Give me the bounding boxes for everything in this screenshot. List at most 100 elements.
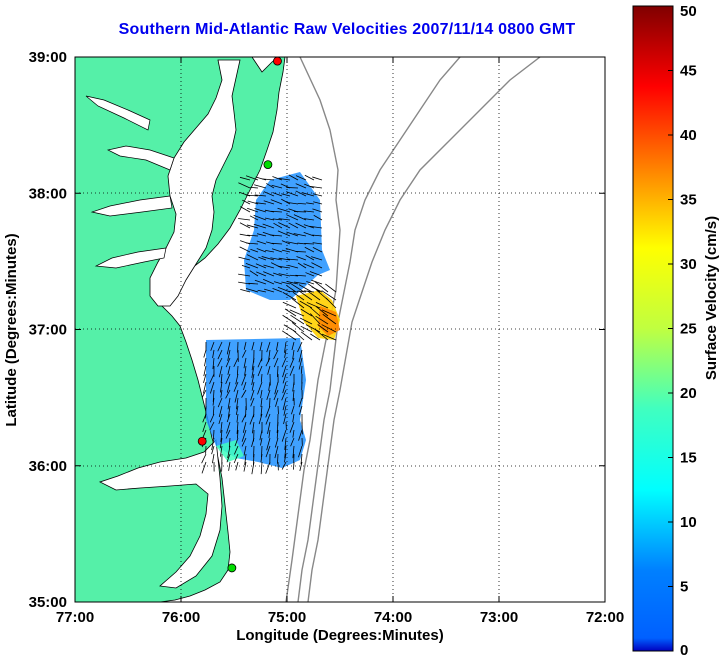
velocity-vector (253, 184, 267, 189)
map-title: Southern Mid-Atlantic Raw Velocities 200… (118, 21, 576, 38)
velocity-vector (201, 389, 207, 398)
velocity-vector (311, 262, 323, 269)
velocity-vector (271, 184, 283, 189)
velocity-vector (250, 248, 259, 253)
velocity-vector (260, 389, 263, 399)
colorbar-tick-label: 30 (680, 256, 697, 273)
velocity-vector (238, 218, 251, 221)
velocity-vector (228, 437, 231, 448)
velocity-vector (297, 262, 307, 269)
velocity-vector (321, 324, 337, 333)
velocity-vector (226, 341, 231, 355)
velocity-vector (254, 208, 267, 213)
velocity-vector (209, 421, 215, 431)
velocity-vector (201, 461, 207, 474)
velocity-vector (286, 231, 299, 237)
velocity-vector (227, 365, 231, 375)
velocity-vector (259, 429, 263, 441)
velocity-vector (234, 389, 239, 403)
grid-lines (75, 57, 605, 602)
velocity-vector (282, 381, 287, 394)
velocity-vector (291, 405, 295, 415)
velocity-vector (295, 175, 307, 181)
velocity-vector (237, 429, 239, 439)
velocity-vector (202, 413, 207, 423)
velocity-vector (239, 246, 251, 253)
velocity-vector (234, 437, 239, 447)
velocity-vector (293, 461, 295, 470)
velocity-vector (238, 281, 251, 285)
velocity-vector (226, 413, 231, 423)
bay-tributary-3 (94, 247, 167, 269)
velocity-vector (254, 279, 267, 285)
velocity-vector (260, 453, 263, 463)
velocity-vector (211, 445, 215, 455)
velocity-vector (281, 429, 287, 442)
velocity-vector (288, 222, 299, 229)
velocity-vector (300, 365, 303, 374)
velocity-vector (286, 258, 299, 261)
velocity-vector (306, 302, 321, 309)
velocity-vector (276, 421, 279, 434)
velocity-vector (240, 206, 251, 213)
velocity-vector (227, 405, 231, 418)
velocity-vector (236, 413, 239, 423)
velocity-vector (227, 397, 231, 410)
velocity-vector (269, 234, 283, 237)
velocity-vector (251, 357, 255, 371)
colorbar-tick-label: 40 (680, 127, 697, 144)
velocity-vector (281, 357, 287, 368)
velocity-vector (202, 421, 207, 433)
velocity-vector (246, 207, 259, 213)
velocity-vector (217, 341, 223, 352)
y-tick-label: 37:00 (29, 322, 67, 339)
velocity-vector (311, 279, 323, 285)
velocity-vector (321, 309, 337, 317)
velocity-vector (265, 405, 271, 418)
velocity-vector (227, 349, 231, 361)
velocity-vector (303, 263, 315, 269)
velocity-vector (292, 291, 305, 301)
x-tick-label: 72:00 (586, 609, 624, 626)
velocity-vector (244, 365, 247, 376)
velocity-vector (284, 308, 297, 317)
velocity-vector (299, 300, 313, 309)
velocity-vectors (201, 174, 337, 475)
velocity-vector (286, 191, 299, 197)
velocity-vector (298, 284, 313, 293)
velocity-vector (310, 185, 323, 189)
velocity-vector (277, 265, 291, 269)
colorbar-ticks: 0 5 10 15 20 25 30 35 40 45 50 (668, 3, 697, 659)
velocity-vector (245, 175, 259, 181)
velocity-vector (287, 290, 299, 293)
velocity-vector (220, 373, 223, 384)
velocity-vector (271, 242, 283, 245)
velocity-vector (227, 445, 231, 459)
velocity-vector (245, 194, 259, 197)
velocity-vector (236, 397, 239, 410)
velocity-vector (220, 389, 223, 398)
velocity-vector (312, 193, 323, 197)
velocity-vector (317, 324, 329, 333)
velocity-vector (273, 272, 283, 277)
velocity-vector (233, 381, 239, 392)
velocity-vector (304, 183, 315, 189)
velocity-vector (286, 214, 299, 221)
velocity-vector (250, 186, 259, 189)
velocity-vector (259, 341, 263, 352)
velocity-vector (325, 283, 337, 293)
velocity-vector (305, 324, 321, 333)
velocity-vector (313, 201, 323, 205)
velocity-vector (303, 224, 315, 229)
velocity-vector (212, 405, 215, 415)
velocity-vector (213, 429, 215, 439)
velocity-vector (272, 218, 283, 221)
velocity-vector (277, 365, 279, 377)
velocity-vector (289, 357, 295, 368)
velocity-vector (298, 349, 303, 363)
velocity-vector (220, 421, 223, 433)
velocity-vector (310, 333, 321, 341)
velocity-vector (291, 322, 305, 333)
velocity-vector (257, 289, 267, 293)
